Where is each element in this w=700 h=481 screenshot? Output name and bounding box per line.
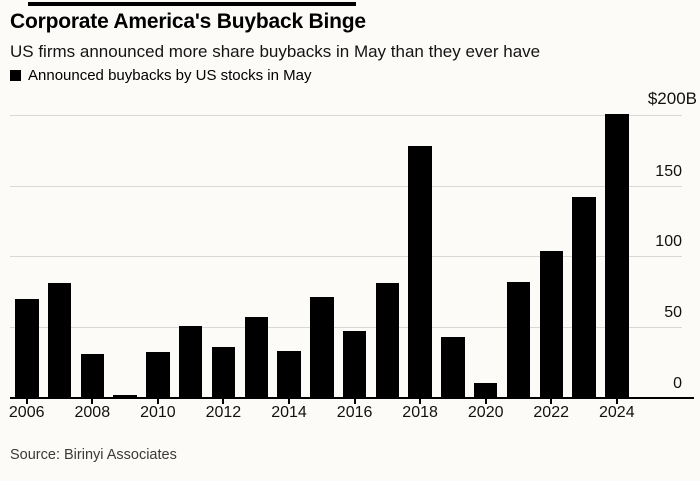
- bar-2024: [605, 113, 629, 398]
- bar-2010: [146, 352, 170, 398]
- bar-2020: [473, 383, 498, 398]
- x-axis-label-2022: 2022: [533, 404, 569, 421]
- legend-label: Announced buybacks by US stocks in May: [28, 67, 312, 84]
- y-axis-label-50: 50: [664, 303, 682, 321]
- bar-2012: [211, 346, 236, 398]
- gridline-50: [10, 326, 682, 328]
- x-tick-2020: [484, 398, 487, 404]
- x-axis-label-2020: 2020: [467, 404, 504, 421]
- bar-2007: [47, 283, 72, 398]
- bar-2008: [80, 353, 105, 398]
- x-axis-label-2006: 2006: [8, 404, 45, 421]
- x-axis-label-2024: 2024: [599, 404, 635, 421]
- source-note: Source: Birinyi Associates: [10, 447, 177, 463]
- bar-2016: [342, 331, 367, 398]
- bar-2017: [375, 283, 400, 398]
- y-axis-label-150: 150: [655, 162, 682, 180]
- bar-2021: [506, 281, 531, 398]
- x-axis-label-2012: 2012: [205, 404, 242, 421]
- chart-subtitle: US firms announced more share buybacks i…: [10, 42, 541, 61]
- gridline-100: [10, 256, 682, 258]
- x-tick-2010: [156, 398, 159, 404]
- x-axis-label-2016: 2016: [336, 404, 373, 421]
- x-tick-2016: [353, 398, 356, 404]
- gridline-200: [10, 115, 682, 116]
- x-axis-label-2018: 2018: [402, 404, 438, 421]
- bar-2023: [572, 196, 596, 398]
- bar-2013: [244, 317, 268, 398]
- bar-2018: [408, 146, 432, 398]
- bar-2019: [441, 336, 465, 398]
- top-rule: [28, 2, 356, 6]
- x-axis-label-2014: 2014: [271, 404, 307, 421]
- x-tick-2024: [615, 398, 618, 404]
- y-axis-label-0: 0: [673, 374, 682, 392]
- x-axis-label-2008: 2008: [74, 404, 111, 421]
- y-axis-label-100: 100: [655, 233, 682, 251]
- bar-2015: [310, 297, 334, 398]
- bar-2022: [539, 250, 563, 398]
- x-tick-2008: [91, 398, 94, 404]
- x-tick-2022: [550, 398, 553, 404]
- gridline-150: [10, 185, 682, 187]
- x-axis-line: [10, 396, 694, 399]
- bar-2014: [277, 350, 301, 398]
- x-tick-2018: [419, 398, 422, 404]
- x-tick-2006: [25, 398, 28, 404]
- chart-title: Corporate America's Buyback Binge: [10, 10, 366, 33]
- x-tick-2012: [222, 398, 225, 404]
- legend-swatch-icon: [10, 70, 21, 81]
- legend: Announced buybacks by US stocks in May: [10, 67, 311, 85]
- bar-2009: [113, 394, 137, 398]
- bar-2011: [178, 325, 203, 398]
- y-axis-label-200B: $200B: [647, 89, 697, 108]
- x-axis-label-2010: 2010: [140, 404, 176, 421]
- x-tick-2014: [288, 398, 290, 404]
- bar-2006: [15, 298, 39, 398]
